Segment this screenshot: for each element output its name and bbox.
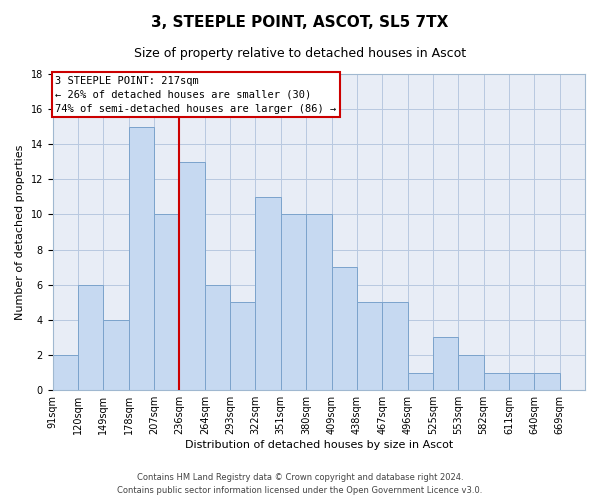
Bar <box>154 214 179 390</box>
Bar <box>230 302 256 390</box>
Bar <box>306 214 332 390</box>
Text: Contains public sector information licensed under the Open Government Licence v3: Contains public sector information licen… <box>118 486 482 495</box>
Bar <box>535 372 560 390</box>
Text: 3 STEEPLE POINT: 217sqm
← 26% of detached houses are smaller (30)
74% of semi-de: 3 STEEPLE POINT: 217sqm ← 26% of detache… <box>55 76 337 114</box>
Bar <box>484 372 509 390</box>
Bar <box>53 355 78 390</box>
X-axis label: Distribution of detached houses by size in Ascot: Distribution of detached houses by size … <box>185 440 453 450</box>
Bar <box>103 320 129 390</box>
Text: 3, STEEPLE POINT, ASCOT, SL5 7TX: 3, STEEPLE POINT, ASCOT, SL5 7TX <box>151 15 449 30</box>
Bar <box>458 355 484 390</box>
Bar <box>509 372 535 390</box>
Text: Size of property relative to detached houses in Ascot: Size of property relative to detached ho… <box>134 48 466 60</box>
Text: Contains HM Land Registry data © Crown copyright and database right 2024.: Contains HM Land Registry data © Crown c… <box>137 474 463 482</box>
Bar <box>357 302 382 390</box>
Bar <box>78 284 103 390</box>
Bar <box>332 267 357 390</box>
Bar <box>179 162 205 390</box>
Bar <box>256 197 281 390</box>
Bar <box>433 338 458 390</box>
Bar <box>407 372 433 390</box>
Bar <box>205 284 230 390</box>
Bar <box>382 302 407 390</box>
Bar <box>281 214 306 390</box>
Y-axis label: Number of detached properties: Number of detached properties <box>15 144 25 320</box>
Bar <box>129 126 154 390</box>
